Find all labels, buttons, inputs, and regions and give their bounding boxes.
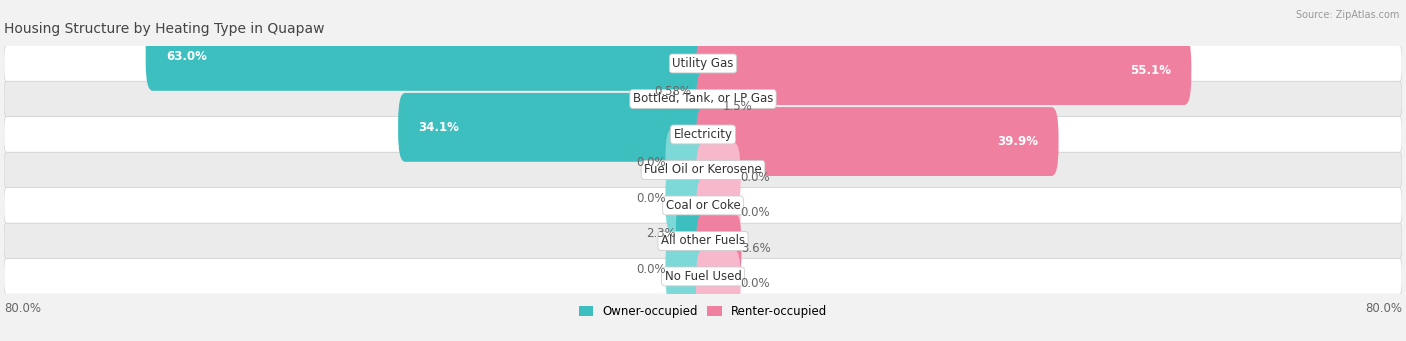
FancyBboxPatch shape <box>696 249 741 318</box>
Text: 0.0%: 0.0% <box>636 157 665 169</box>
Text: 3.6%: 3.6% <box>741 241 770 254</box>
Text: 0.0%: 0.0% <box>636 263 665 276</box>
FancyBboxPatch shape <box>690 57 710 126</box>
FancyBboxPatch shape <box>696 213 741 282</box>
FancyBboxPatch shape <box>4 117 1402 152</box>
Text: Electricity: Electricity <box>673 128 733 141</box>
Text: 0.58%: 0.58% <box>654 85 690 98</box>
Text: All other Fuels: All other Fuels <box>661 234 745 248</box>
FancyBboxPatch shape <box>4 81 1402 117</box>
FancyBboxPatch shape <box>696 178 741 247</box>
FancyBboxPatch shape <box>4 259 1402 294</box>
Text: Housing Structure by Heating Type in Quapaw: Housing Structure by Heating Type in Qua… <box>4 22 325 36</box>
Text: 2.3%: 2.3% <box>647 227 676 240</box>
Text: 1.5%: 1.5% <box>723 100 752 113</box>
Text: 55.1%: 55.1% <box>1130 64 1171 77</box>
FancyBboxPatch shape <box>146 22 710 91</box>
FancyBboxPatch shape <box>665 129 710 197</box>
FancyBboxPatch shape <box>4 152 1402 188</box>
Text: 34.1%: 34.1% <box>418 121 460 134</box>
Text: 63.0%: 63.0% <box>166 50 207 63</box>
Text: 0.0%: 0.0% <box>741 170 770 183</box>
Text: 0.0%: 0.0% <box>741 277 770 290</box>
Legend: Owner-occupied, Renter-occupied: Owner-occupied, Renter-occupied <box>579 305 827 318</box>
FancyBboxPatch shape <box>665 164 710 233</box>
FancyBboxPatch shape <box>4 188 1402 223</box>
Text: 80.0%: 80.0% <box>1365 302 1402 315</box>
Text: Utility Gas: Utility Gas <box>672 57 734 70</box>
Text: Bottled, Tank, or LP Gas: Bottled, Tank, or LP Gas <box>633 92 773 105</box>
FancyBboxPatch shape <box>398 93 710 162</box>
FancyBboxPatch shape <box>696 36 1191 105</box>
Text: Coal or Coke: Coal or Coke <box>665 199 741 212</box>
FancyBboxPatch shape <box>696 72 723 140</box>
Text: 0.0%: 0.0% <box>636 192 665 205</box>
Text: Fuel Oil or Kerosene: Fuel Oil or Kerosene <box>644 163 762 176</box>
Text: 39.9%: 39.9% <box>997 135 1039 148</box>
Text: Source: ZipAtlas.com: Source: ZipAtlas.com <box>1295 10 1399 20</box>
FancyBboxPatch shape <box>4 46 1402 81</box>
FancyBboxPatch shape <box>665 235 710 304</box>
FancyBboxPatch shape <box>696 143 741 211</box>
FancyBboxPatch shape <box>4 223 1402 259</box>
FancyBboxPatch shape <box>696 107 1059 176</box>
Text: 80.0%: 80.0% <box>4 302 41 315</box>
Text: No Fuel Used: No Fuel Used <box>665 270 741 283</box>
FancyBboxPatch shape <box>676 199 710 268</box>
Text: 0.0%: 0.0% <box>741 206 770 219</box>
